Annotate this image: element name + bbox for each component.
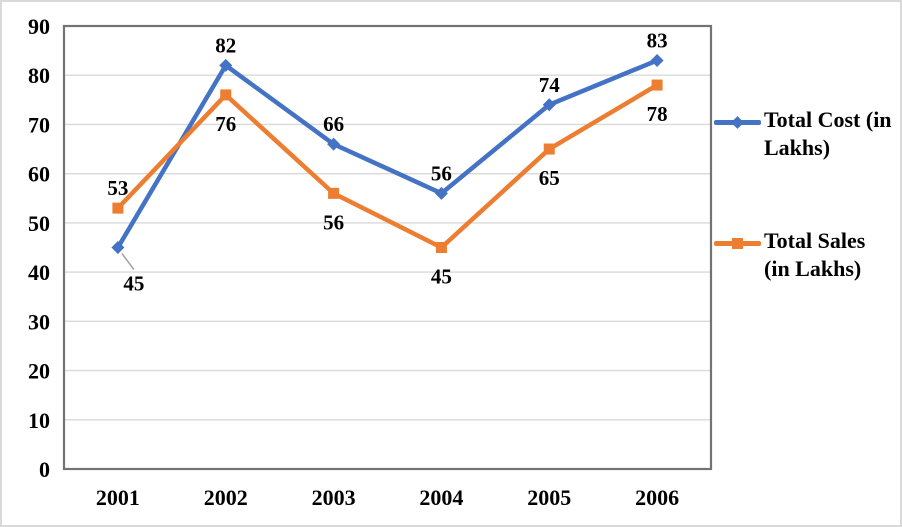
- svg-text:2003: 2003: [312, 485, 356, 510]
- svg-text:30: 30: [28, 309, 50, 334]
- series-markers-0: [111, 53, 664, 254]
- gridlines: [64, 74, 711, 421]
- x-axis-labels: 2001 2002 2003 2004 2005 2006: [96, 485, 679, 510]
- svg-text:53: 53: [107, 176, 128, 200]
- svg-text:83: 83: [647, 28, 668, 52]
- series-data-labels-1: 53 76 56 45 65 78: [107, 102, 667, 288]
- y-axis-labels: 0 10 20 30 40 50 60 70 80 90: [28, 14, 50, 482]
- svg-text:60: 60: [28, 162, 50, 187]
- svg-text:66: 66: [323, 112, 344, 136]
- svg-text:10: 10: [28, 408, 50, 433]
- svg-text:2001: 2001: [96, 485, 140, 510]
- svg-text:50: 50: [28, 211, 50, 236]
- series-line-1: [115, 82, 660, 250]
- svg-text:2005: 2005: [527, 485, 571, 510]
- series-markers-1: [112, 79, 663, 253]
- svg-text:2002: 2002: [204, 485, 248, 510]
- series-line-0: [115, 58, 660, 250]
- svg-text:90: 90: [28, 14, 50, 39]
- svg-text:70: 70: [28, 112, 50, 137]
- svg-text:74: 74: [539, 73, 561, 97]
- svg-text:2006: 2006: [635, 485, 679, 510]
- svg-text:65: 65: [539, 166, 560, 190]
- plot-border: [62, 24, 713, 471]
- svg-text:78: 78: [647, 102, 668, 126]
- svg-text:45: 45: [123, 272, 144, 296]
- svg-text:45: 45: [431, 265, 452, 289]
- svg-text:2004: 2004: [419, 485, 463, 510]
- svg-text:0: 0: [39, 457, 50, 482]
- series-data-labels-0: 45 82 66 56 74 83: [121, 28, 668, 296]
- svg-text:76: 76: [215, 112, 236, 136]
- svg-text:56: 56: [323, 210, 344, 234]
- svg-text:40: 40: [28, 260, 50, 285]
- svg-text:80: 80: [28, 63, 50, 88]
- svg-text:82: 82: [215, 33, 236, 57]
- svg-text:20: 20: [28, 359, 50, 384]
- svg-text:56: 56: [431, 161, 452, 185]
